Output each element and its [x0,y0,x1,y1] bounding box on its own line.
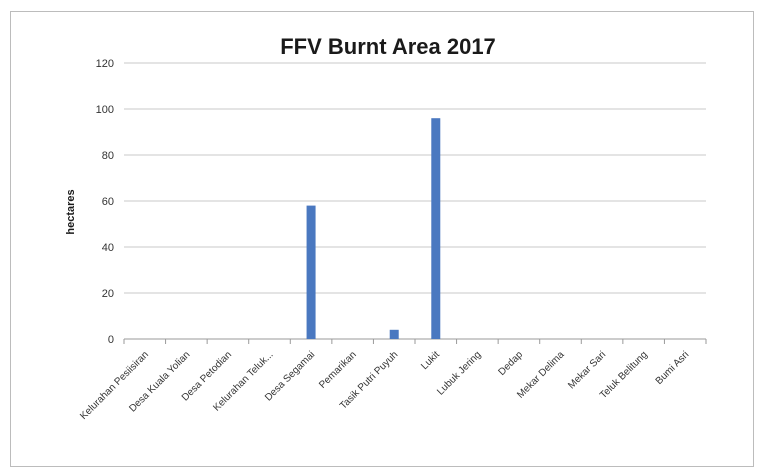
bar [431,118,441,339]
y-tick-label: 100 [96,104,114,116]
y-axis-label: hectares [65,189,77,234]
y-tick-labels: 0 20 40 60 80 100 120 [96,58,114,346]
y-tick-label: 20 [102,288,114,300]
x-tick-label: Lukit [419,349,442,372]
x-tick-label: Mekar Sari [566,349,608,391]
x-tick-label: Lubuk Jering [435,349,483,397]
y-tick-label: 0 [108,334,114,346]
y-tick-label: 60 [102,196,114,208]
x-tick-label: Bumi Asri [654,349,692,387]
bar [389,329,399,339]
x-tick-label: Kelurahan Pesiisiran [78,349,151,422]
y-tick-label: 40 [102,242,114,254]
gridlines [123,62,707,344]
x-tick-label: Pemarikan [317,349,359,391]
bars [306,118,441,339]
chart-frame [10,11,754,467]
chart-title: FFV Burnt Area 2017 [280,34,496,59]
bar [306,205,316,339]
x-tick-label: Dedap [496,349,525,378]
y-tick-label: 120 [96,58,114,70]
y-tick-label: 80 [102,150,114,162]
